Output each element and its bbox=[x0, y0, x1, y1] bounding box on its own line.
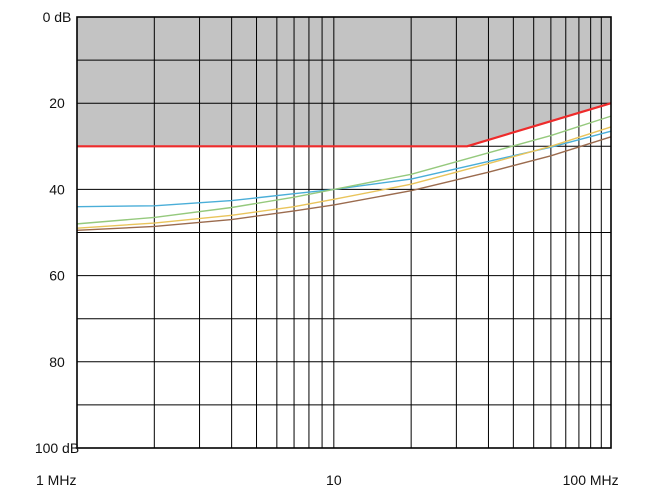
plot-frame bbox=[76, 16, 612, 449]
series-line bbox=[76, 136, 612, 232]
series-line bbox=[76, 115, 612, 225]
y-tick-label: 40 bbox=[49, 181, 65, 197]
y-tick-label: 80 bbox=[49, 354, 65, 370]
limit-region bbox=[77, 17, 611, 147]
x-tick-label: 10 bbox=[326, 472, 342, 488]
y-tick-label: 20 bbox=[49, 95, 65, 111]
x-tick-label: 1 MHz bbox=[36, 472, 76, 488]
x-tick-label: 100 MHz bbox=[563, 472, 619, 488]
y-tick-label: 60 bbox=[49, 268, 65, 284]
series-line bbox=[76, 126, 612, 229]
y-tick-label: 100 dB bbox=[35, 440, 79, 456]
y-tick-label: 0 dB bbox=[43, 9, 72, 25]
series-line bbox=[77, 102, 612, 148]
